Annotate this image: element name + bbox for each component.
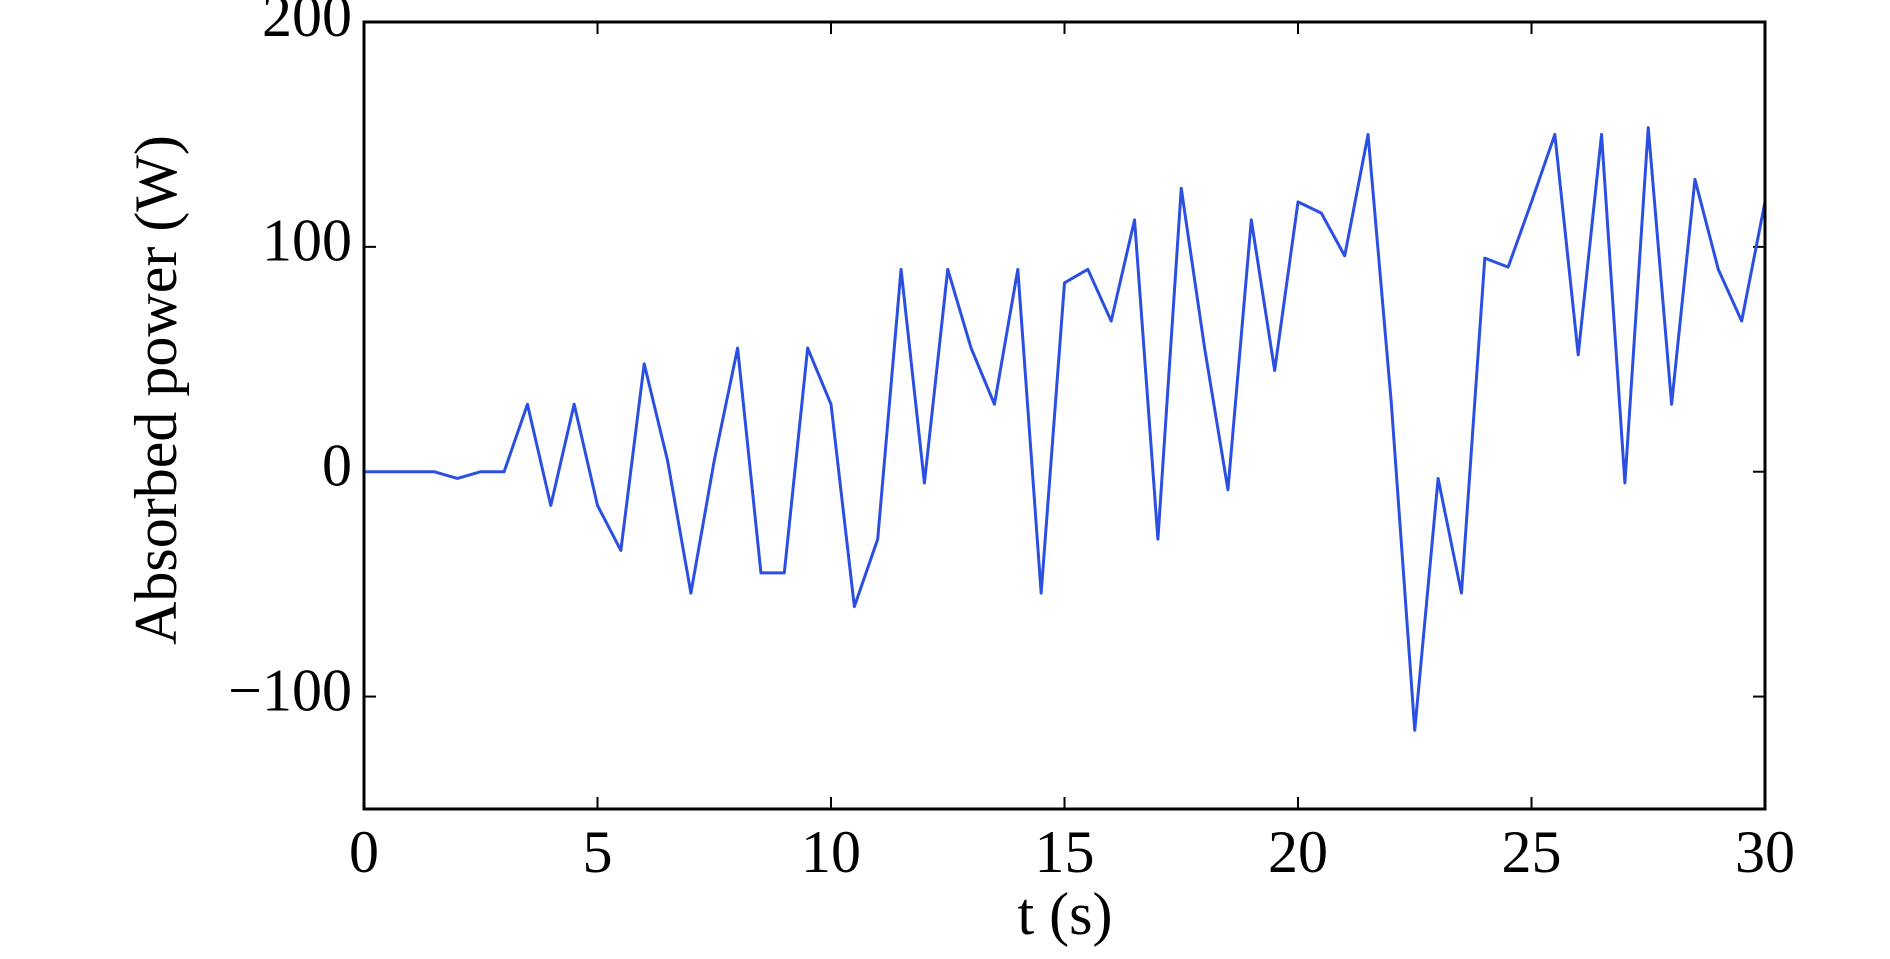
x-tick-label: 25 [1502, 819, 1562, 885]
y-tick-label: −100 [228, 657, 352, 723]
x-tick-label: 5 [583, 819, 613, 885]
x-tick-label: 10 [801, 819, 861, 885]
x-tick-label: 0 [349, 819, 379, 885]
y-tick-label: 200 [262, 0, 352, 49]
y-tick-label: 0 [322, 432, 352, 498]
y-axis-label: Absorbed power (W) [123, 135, 189, 645]
x-tick-label: 15 [1035, 819, 1095, 885]
x-tick-label: 30 [1735, 819, 1795, 885]
y-tick-label: 100 [262, 208, 352, 274]
x-tick-label: 20 [1268, 819, 1328, 885]
x-axis-label: t (s) [1018, 881, 1113, 947]
data-line [364, 126, 1767, 732]
plot-frame [362, 20, 1767, 811]
